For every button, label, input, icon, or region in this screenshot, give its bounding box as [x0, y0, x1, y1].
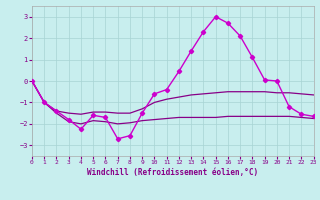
X-axis label: Windchill (Refroidissement éolien,°C): Windchill (Refroidissement éolien,°C) — [87, 168, 258, 177]
